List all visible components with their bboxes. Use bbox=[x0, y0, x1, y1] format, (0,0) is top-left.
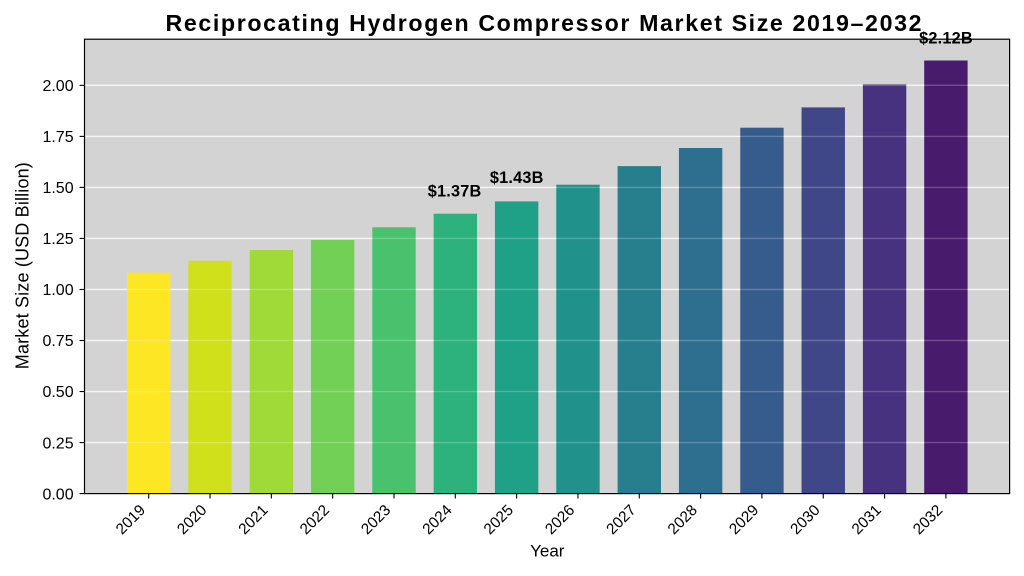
svg-text:Reciprocating Hydrogen Compres: Reciprocating Hydrogen Compressor Market… bbox=[166, 10, 922, 36]
svg-text:Year: Year bbox=[530, 542, 565, 561]
svg-text:0.00: 0.00 bbox=[42, 486, 73, 503]
svg-text:2.00: 2.00 bbox=[42, 78, 73, 95]
svg-text:1.75: 1.75 bbox=[42, 129, 73, 146]
svg-text:$1.43B: $1.43B bbox=[490, 169, 544, 187]
svg-text:1.25: 1.25 bbox=[42, 231, 73, 248]
svg-text:1.50: 1.50 bbox=[42, 180, 73, 197]
svg-text:$1.37B: $1.37B bbox=[428, 183, 482, 201]
svg-text:1.00: 1.00 bbox=[42, 282, 73, 299]
svg-text:0.50: 0.50 bbox=[42, 384, 73, 401]
svg-text:0.75: 0.75 bbox=[42, 333, 73, 350]
svg-text:Market Size (USD Billion): Market Size (USD Billion) bbox=[12, 162, 32, 369]
svg-text:$2.12B: $2.12B bbox=[919, 30, 973, 48]
svg-text:0.25: 0.25 bbox=[42, 435, 73, 452]
